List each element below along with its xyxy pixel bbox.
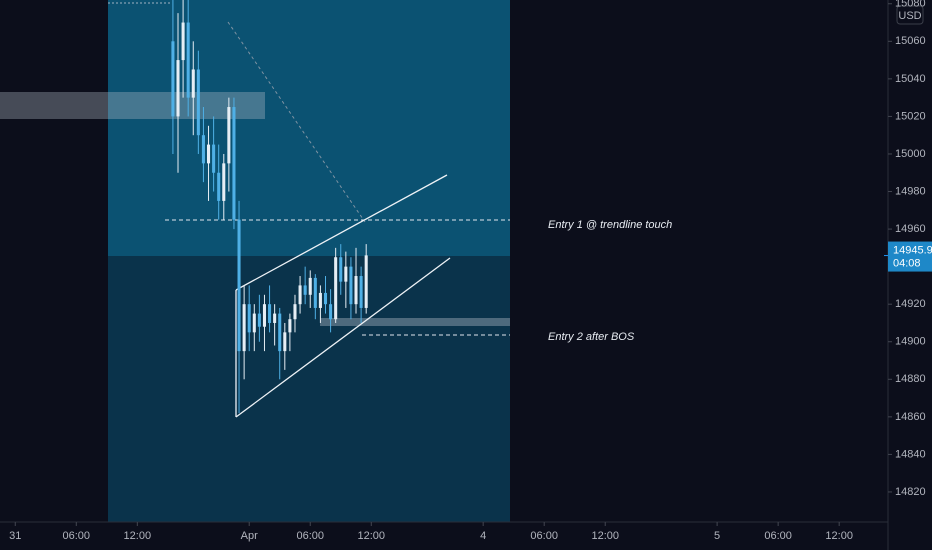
candle-body bbox=[288, 319, 292, 333]
candle-body bbox=[222, 163, 226, 201]
annotation: Entry 2 after BOS bbox=[548, 331, 635, 343]
candle-body bbox=[201, 135, 205, 164]
candle-body bbox=[196, 69, 200, 136]
x-tick-label: Apr bbox=[241, 530, 258, 542]
y-tick-label: 15000 bbox=[895, 148, 926, 160]
y-tick-label: 15060 bbox=[895, 35, 926, 47]
candle-body bbox=[329, 304, 333, 320]
candle-body bbox=[257, 313, 261, 327]
candle-body bbox=[242, 304, 246, 352]
y-tick-label: 14840 bbox=[895, 448, 926, 460]
y-tick-label: 15040 bbox=[895, 73, 926, 85]
x-tick-label: 06:00 bbox=[764, 530, 792, 542]
candle-body bbox=[171, 41, 175, 117]
candle-body bbox=[349, 266, 353, 305]
x-tick-label: 06:00 bbox=[530, 530, 558, 542]
candle-body bbox=[313, 277, 317, 308]
x-tick-label: 06:00 bbox=[63, 530, 91, 542]
candle-body bbox=[293, 304, 297, 320]
y-tick-label: 14900 bbox=[895, 336, 926, 348]
annotation: Entry 1 @ trendline touch bbox=[548, 219, 672, 231]
candle-body bbox=[186, 22, 190, 98]
y-tick-label: 15020 bbox=[895, 110, 926, 122]
y-tick-label: 15080 bbox=[895, 0, 926, 10]
y-tick-label: 14960 bbox=[895, 223, 926, 235]
currency-box[interactable] bbox=[896, 5, 924, 25]
wedge-lower bbox=[235, 257, 451, 418]
candle-body bbox=[212, 144, 216, 173]
candle-body bbox=[278, 313, 282, 352]
candle-body bbox=[364, 255, 368, 308]
candle-body bbox=[181, 22, 185, 61]
x-tick-label: 06:00 bbox=[296, 530, 324, 542]
x-tick-label: 5 bbox=[714, 530, 720, 542]
x-tick-label: 12:00 bbox=[358, 530, 386, 542]
y-tick-label: 14980 bbox=[895, 185, 926, 197]
risk-zone bbox=[108, 256, 510, 522]
candle-body bbox=[262, 304, 266, 327]
candle-body bbox=[273, 313, 277, 323]
candle-body bbox=[232, 107, 236, 220]
candle-body bbox=[298, 285, 302, 305]
x-tick-label: 12:00 bbox=[591, 530, 619, 542]
candle-body bbox=[283, 332, 287, 352]
y-tick-label: 14860 bbox=[895, 411, 926, 423]
candle-body bbox=[339, 257, 343, 282]
candle-body bbox=[334, 257, 338, 320]
trendline bbox=[227, 21, 366, 223]
countdown: 04:08 bbox=[893, 257, 921, 269]
x-tick-label: 12:00 bbox=[825, 530, 853, 542]
x-tick-label: 31 bbox=[9, 530, 21, 542]
candle-body bbox=[237, 219, 241, 352]
candle-body bbox=[247, 304, 251, 333]
wedge-upper bbox=[235, 174, 448, 291]
profit-zone bbox=[108, 0, 510, 256]
candle-body bbox=[252, 313, 256, 333]
y-tick-label: 14920 bbox=[895, 298, 926, 310]
candles bbox=[171, 0, 368, 414]
candle-body bbox=[344, 266, 348, 282]
y-tick-label: 14820 bbox=[895, 486, 926, 498]
last-price-box bbox=[888, 241, 932, 272]
candle-body bbox=[303, 285, 307, 295]
candle-body bbox=[206, 144, 211, 164]
supply-zone bbox=[0, 92, 265, 119]
bos-zone bbox=[320, 318, 510, 326]
candle-body bbox=[323, 292, 328, 305]
candle-body bbox=[359, 276, 363, 308]
candle-body bbox=[308, 277, 312, 295]
candle-body bbox=[354, 276, 358, 305]
last-price: 14945.9 bbox=[893, 244, 932, 256]
candle-body bbox=[176, 60, 180, 117]
x-tick-label: 12:00 bbox=[124, 530, 152, 542]
candle-body bbox=[191, 69, 195, 98]
currency[interactable]: USD bbox=[898, 10, 921, 22]
y-tick-label: 14880 bbox=[895, 373, 926, 385]
candle-body bbox=[227, 107, 231, 164]
candle-body bbox=[217, 172, 221, 201]
candle-body bbox=[268, 304, 272, 323]
candle-body bbox=[318, 292, 322, 308]
x-tick-label: 4 bbox=[480, 530, 486, 542]
